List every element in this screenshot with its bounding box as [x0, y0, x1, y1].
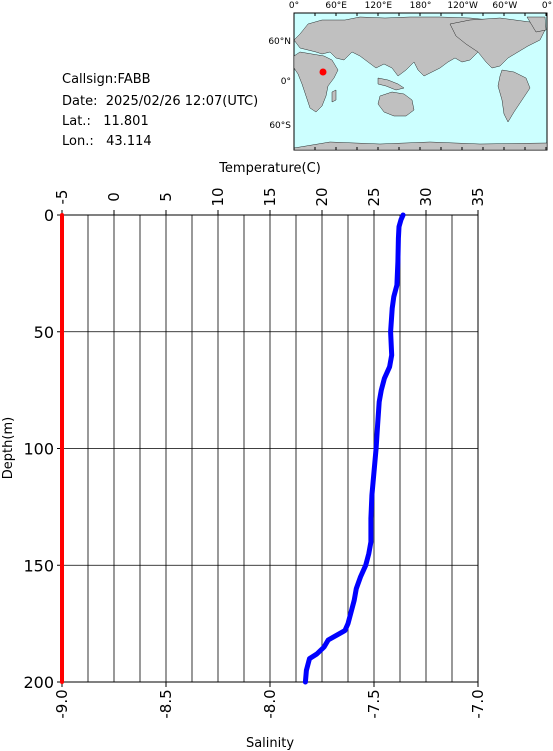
map-longitude-label: 60°W — [492, 1, 517, 11]
temperature-profile-line — [302, 212, 406, 685]
lon-label: Lon.: — [62, 134, 94, 149]
map-longitude-label: 120°W — [447, 1, 478, 11]
data-series — [60, 212, 406, 685]
callsign-value: FABB — [117, 72, 151, 87]
depth-axis-label: Depth(m) — [1, 417, 16, 479]
map-latitude-labels: 60°N 0° 60°S — [268, 37, 291, 131]
map-longitude-label: 180° — [410, 1, 432, 11]
temperature-tick-labels: -5 0 5 10 15 20 25 30 35 — [53, 187, 487, 215]
map-latitude-label: 60°N — [268, 37, 291, 47]
land-madagascar — [331, 89, 337, 103]
land-africa — [293, 51, 339, 113]
land-north-america — [449, 17, 546, 69]
temperature-axis-label: Temperature(C) — [218, 161, 321, 176]
land-se-asia — [377, 77, 405, 91]
station-marker — [319, 68, 327, 76]
salinity-tick-label: -9.0 — [53, 689, 71, 718]
map-longitude-label: 60°E — [325, 1, 347, 11]
date-label: Date: — [62, 94, 98, 109]
map-latitude-label: 60°S — [269, 121, 291, 131]
depth-tick-label: 100 — [23, 440, 54, 459]
depth-tick-label: 150 — [23, 556, 54, 575]
temperature-tick-label: 5 — [157, 192, 175, 202]
temperature-tick-label: 20 — [313, 187, 331, 206]
map-longitude-labels: 0° 60°E 120°E 180° 120°W 60°W 0° — [289, 1, 552, 11]
temperature-tick-label: 15 — [261, 187, 279, 206]
lon-value: 43.114 — [106, 134, 152, 149]
salinity-axis-label: Salinity — [246, 736, 294, 751]
salinity-tick-label: -7.5 — [365, 689, 383, 718]
depth-tick-label: 50 — [34, 323, 54, 342]
temperature-tick-label: 0 — [105, 192, 123, 202]
depth-tick-labels: 0 50 100 150 200 — [23, 206, 62, 692]
map-longitude-label: 120°E — [365, 1, 393, 11]
land-south-america — [497, 69, 531, 123]
map-longitude-label: 0° — [542, 1, 552, 11]
depth-tick-label: 200 — [23, 673, 54, 692]
salinity-tick-label: -8.0 — [261, 689, 279, 718]
map-latitude-label: 0° — [281, 77, 291, 87]
temperature-tick-label: 25 — [365, 187, 383, 206]
depth-tick-label: 0 — [44, 206, 54, 225]
lat-label: Lat.: — [62, 114, 91, 129]
land-greenland — [526, 16, 547, 33]
map-frame — [293, 13, 547, 150]
temperature-tick-label: 35 — [469, 187, 487, 206]
temperature-tick-label: -5 — [53, 190, 71, 205]
temperature-tick-label: 30 — [417, 187, 435, 206]
salinity-tick-labels: -9.0 -8.5 -8.0 -7.5 -7.0 — [53, 682, 487, 719]
callsign-label: Callsign: — [62, 72, 118, 87]
date-value: 2025/02/26 12:07(UTC) — [105, 94, 259, 109]
salinity-tick-label: -7.0 — [469, 689, 487, 718]
world-map: 0° 60°E 120°E 180° 120°W 60°W 0° 60°N 0° 60°S — [268, 1, 552, 151]
plot-area: -5 0 5 10 15 20 25 30 35 -9.0 -8.5 -8.0 -7.5 -7.0 05… — [1, 161, 487, 751]
land-australia — [377, 91, 415, 117]
salinity-tick-label: -8.5 — [157, 689, 175, 718]
map-longitude-label: 0° — [289, 1, 299, 11]
lat-value: 11.801 — [103, 114, 149, 129]
temperature-tick-label: 10 — [209, 187, 227, 206]
